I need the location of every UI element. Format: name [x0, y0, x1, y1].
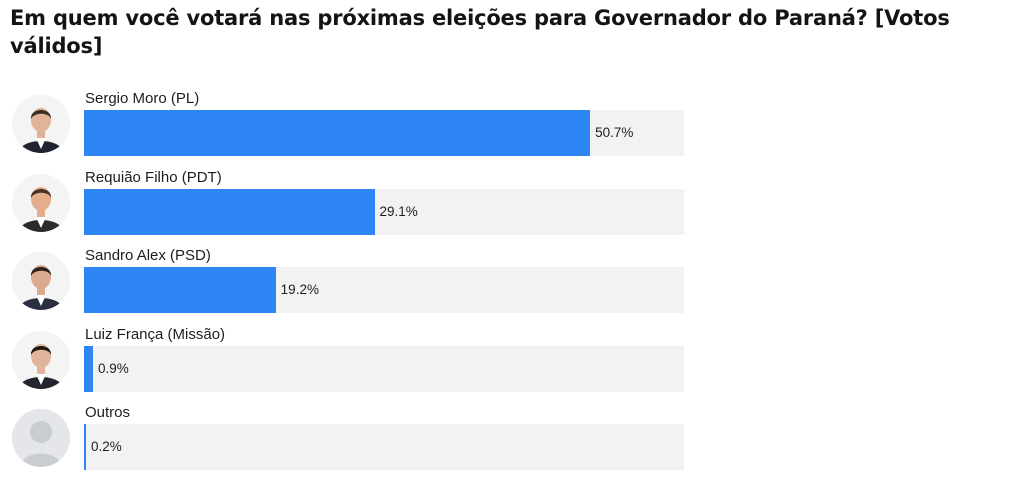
bar-row: Requião Filho (PDT) 29.1%	[0, 169, 1024, 249]
data-label: 0.9%	[97, 360, 129, 376]
bar-row: Sergio Moro (PL) 50.7%	[0, 90, 1024, 170]
bar	[84, 345, 93, 392]
data-label: 29.1%	[379, 203, 418, 219]
bar	[84, 188, 375, 235]
bar-track: 0.9%	[84, 345, 684, 392]
bar-track: 19.2%	[84, 267, 684, 313]
bar-track: 29.1%	[84, 188, 684, 235]
bar-track: 0.2%	[84, 424, 684, 470]
placeholder-person-icon	[12, 409, 70, 467]
chart-title: Em quem você votará nas próximas eleiçõe…	[10, 6, 950, 58]
candidate-photo-icon	[12, 173, 70, 232]
bar-row: Luiz França (Missão) 0.9%	[0, 326, 1024, 406]
category-label: Sergio Moro (PL)	[85, 90, 200, 107]
bar	[84, 424, 86, 470]
data-label: 0.2%	[90, 439, 122, 454]
bar-row: Outros 0.2%	[0, 404, 1024, 484]
category-label: Luiz França (Missão)	[85, 325, 226, 343]
candidate-photo-icon	[12, 330, 70, 389]
candidate-photo-icon	[12, 252, 70, 310]
bar-track: 50.7%	[84, 110, 684, 156]
bar-row: Sandro Alex (PSD) 19.2%	[0, 247, 1024, 327]
bar	[84, 267, 276, 313]
category-label: Outros	[85, 404, 131, 421]
candidate-photo-icon	[12, 95, 70, 153]
data-label: 19.2%	[280, 282, 319, 297]
bar	[84, 110, 591, 156]
category-label: Requião Filho (PDT)	[85, 168, 222, 186]
category-label: Sandro Alex (PSD)	[85, 247, 211, 264]
data-label: 50.7%	[595, 125, 634, 140]
